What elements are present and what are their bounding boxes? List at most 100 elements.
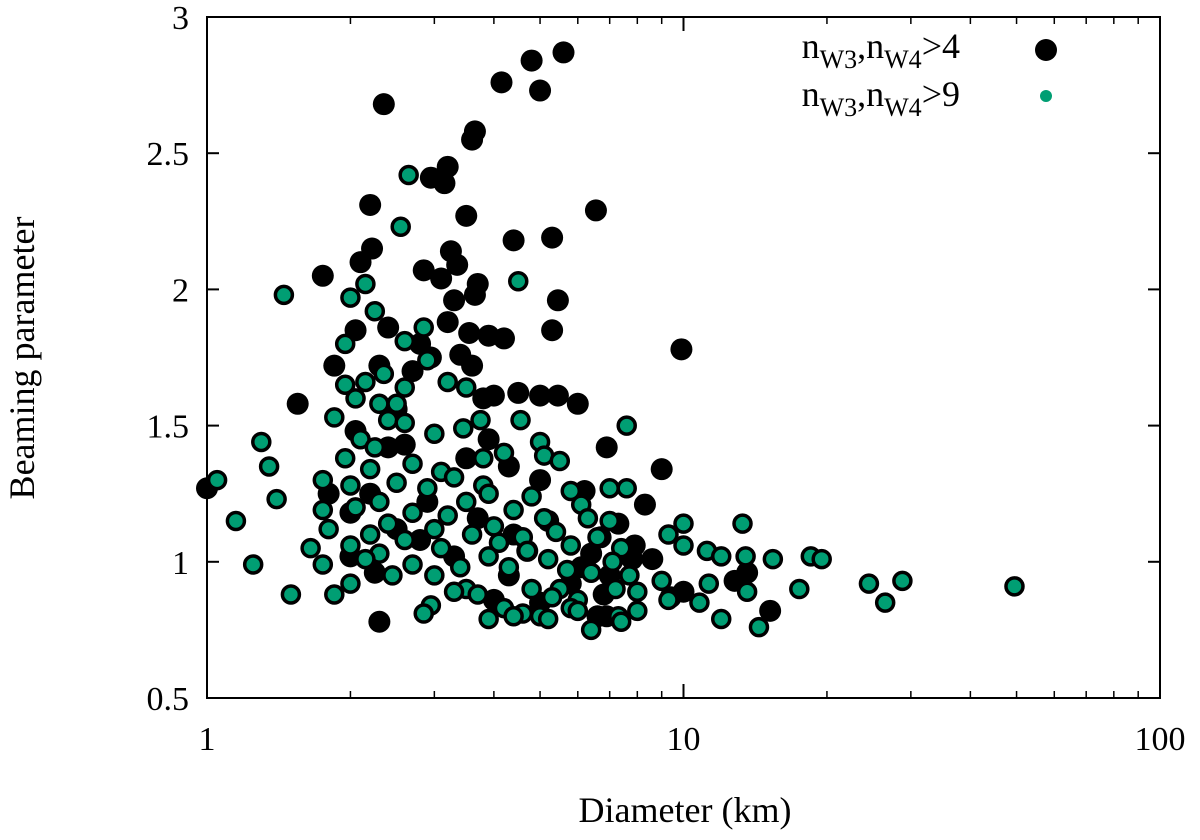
data-point-green: [402, 502, 423, 524]
axis-ticks: [206, 16, 1161, 699]
data-point-green: [545, 521, 567, 543]
data-point-green: [560, 480, 582, 502]
data-point-green: [258, 456, 280, 477]
data-point-green: [430, 537, 452, 559]
data-point-black: [482, 384, 505, 407]
data-point-green: [394, 330, 415, 352]
data-point-green: [394, 377, 415, 398]
data-point-green: [394, 412, 415, 434]
data-point-green: [549, 450, 571, 472]
data-point-green: [748, 616, 770, 638]
data-point-green: [398, 164, 419, 186]
data-point-green: [300, 537, 321, 559]
data-point-green: [359, 458, 381, 480]
data-point-black: [641, 548, 664, 571]
data-point-green: [580, 619, 602, 641]
data-point-green: [892, 570, 913, 592]
y-tick-label: 1: [172, 545, 189, 582]
data-point-green: [580, 562, 602, 583]
legend-label: nW3,nW4>9: [802, 74, 960, 122]
data-point-black: [463, 283, 486, 306]
data-point-green: [467, 584, 488, 605]
data-point-green: [242, 554, 264, 575]
series-strict-sample-points: [206, 164, 1025, 641]
data-point-green: [858, 573, 880, 594]
data-point-green: [537, 608, 559, 630]
y-tick-label: 1.5: [147, 409, 190, 446]
y-tick-label: 2.5: [147, 136, 190, 173]
data-point-green: [417, 349, 438, 371]
data-point-green: [736, 581, 758, 603]
legend-marker-green: [1040, 90, 1052, 102]
data-point-black: [650, 458, 673, 481]
data-point-black: [520, 49, 543, 72]
data-point-black: [372, 93, 395, 116]
data-point-green: [324, 584, 345, 605]
data-point-green: [437, 371, 458, 393]
data-point-green: [345, 388, 366, 409]
data-point-black: [529, 469, 552, 492]
data-point-green: [483, 516, 505, 537]
data-point-black: [546, 384, 569, 407]
axis-tick-labels: 0.511.522.531 10 100: [147, 0, 1186, 758]
data-point-black: [311, 264, 334, 287]
data-point-green: [334, 374, 356, 395]
data-point-green: [560, 535, 582, 556]
data-point-black: [466, 507, 489, 530]
data-point-green: [673, 513, 694, 534]
data-point-green: [602, 551, 623, 573]
data-point-green: [394, 529, 415, 551]
data-point-green: [345, 497, 366, 518]
data-point-green: [364, 437, 386, 458]
legend-label: nW3,nW4>4: [802, 26, 960, 74]
data-point-black: [443, 289, 466, 312]
data-point-black: [507, 381, 530, 404]
data-point-green: [874, 592, 896, 613]
data-point-green: [710, 546, 732, 567]
data-point-green: [478, 483, 499, 504]
data-point-green: [627, 581, 648, 603]
data-point-green: [355, 273, 376, 295]
data-point-green: [762, 548, 784, 570]
data-point-black: [458, 321, 481, 344]
data-point-green: [811, 548, 832, 570]
data-point-green: [424, 423, 445, 445]
data-point-green: [517, 540, 538, 562]
data-point-green: [541, 586, 563, 608]
data-point-green: [318, 518, 339, 540]
data-point-green: [382, 565, 403, 586]
data-point-black: [502, 229, 525, 252]
data-point-black: [286, 392, 309, 415]
data-point-green: [280, 584, 302, 605]
data-point-black: [455, 204, 478, 227]
data-point-green: [225, 510, 247, 532]
data-point-black: [633, 493, 656, 516]
data-point-green: [503, 499, 524, 521]
data-point-green: [359, 524, 381, 545]
data-point-green: [324, 407, 345, 428]
data-point-green: [206, 469, 228, 491]
data-point-green: [355, 548, 376, 570]
data-point-green: [698, 573, 720, 594]
x-axis-title: Diameter (km): [579, 790, 792, 830]
data-point-green: [473, 448, 494, 469]
data-point-green: [402, 453, 423, 474]
data-point-green: [386, 393, 407, 415]
data-point-black: [541, 319, 564, 342]
data-point-green: [605, 578, 626, 600]
data-point-black: [584, 199, 607, 222]
data-point-black: [477, 428, 500, 451]
data-point-green: [334, 333, 356, 355]
data-point-green: [413, 603, 434, 624]
data-point-black: [461, 354, 484, 377]
data-point-green: [369, 393, 390, 415]
data-point-black: [430, 267, 453, 290]
data-point-black: [377, 316, 400, 339]
data-point-green: [488, 532, 510, 553]
data-point-green: [369, 491, 390, 513]
data-point-black: [436, 155, 459, 178]
data-point-black: [412, 259, 435, 282]
data-point-black: [759, 599, 782, 622]
